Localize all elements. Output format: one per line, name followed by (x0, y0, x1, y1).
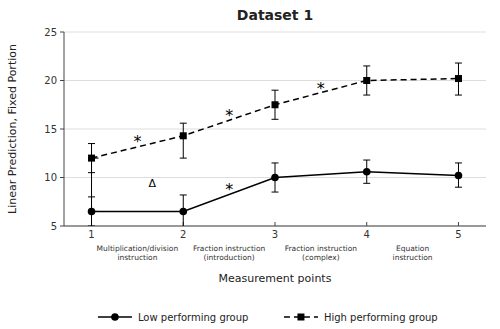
x-tick-label: 2 (180, 229, 186, 240)
error-bar-cap (272, 192, 279, 193)
series (88, 160, 463, 226)
error-bar (363, 160, 370, 183)
legend-label: Low performing group (138, 312, 248, 323)
error-bar-cap (363, 183, 370, 184)
x-tick-label: 4 (364, 229, 370, 240)
error-bar-cap (88, 143, 95, 144)
error-bar (455, 63, 462, 95)
series-line (92, 79, 459, 159)
error-bar (272, 90, 279, 119)
y-tick (60, 32, 64, 33)
y-tick-label: 15 (44, 124, 57, 135)
y-tick-label: 25 (44, 27, 57, 38)
legend: Low performing group High performing grou… (98, 312, 438, 323)
point (363, 168, 371, 176)
error-bar-cap (363, 160, 370, 161)
legend-marker (297, 314, 304, 321)
point (455, 172, 463, 180)
point (180, 132, 187, 139)
title: Dataset 1 (237, 7, 313, 23)
error-bar-cap (455, 162, 462, 163)
error-bar-cap (272, 90, 279, 91)
y-tick-label: 20 (44, 75, 57, 86)
error-bar (180, 123, 187, 158)
plot-data (88, 63, 463, 226)
error-bar-cap (180, 158, 187, 159)
error-bar-cap (455, 95, 462, 96)
secondary-x-label-line: Fraction instruction (285, 244, 358, 253)
point (88, 155, 95, 162)
annotation: * (133, 132, 141, 151)
error-bar (363, 66, 370, 95)
legend-label: High performing group (324, 312, 438, 323)
error-bar-stem (183, 123, 184, 158)
x-tick (366, 222, 367, 226)
x-tick-label: 3 (272, 229, 278, 240)
secondary-x-label: Equationinstruction (393, 244, 433, 262)
error-bar-cap (272, 119, 279, 120)
y-tick (60, 129, 64, 130)
y-tick-label: 10 (44, 172, 57, 183)
error-bar-cap (180, 194, 187, 195)
annotation: * (317, 79, 325, 98)
x-axis-label: Measurement points (219, 272, 332, 285)
grid-line (64, 80, 486, 81)
x-tick-label: 1 (88, 229, 94, 240)
legend-item: Low performing group (98, 312, 248, 323)
legend-marker (111, 313, 119, 321)
annotation: Δ (148, 177, 156, 190)
x-tick-label: 5 (455, 229, 461, 240)
y-axis-label: Linear Prediction, Fixed Portion (6, 44, 19, 214)
y-axis (64, 32, 65, 226)
point (271, 174, 279, 182)
background (0, 0, 500, 329)
secondary-x-label: Fraction instruction(introduction) (193, 244, 266, 262)
grid-line (64, 32, 486, 33)
chart: Dataset 1 5 10 15 20 25 1 2 3 4 5 Multiplication/di… (0, 0, 500, 329)
error-bar-cap (455, 187, 462, 188)
y-tick (60, 80, 64, 81)
annotation: * (225, 106, 233, 125)
series-line (92, 172, 459, 212)
error-bar (272, 163, 279, 192)
error-bar-cap (88, 172, 95, 173)
error-bar-cap (272, 162, 279, 163)
error-bar (88, 197, 95, 226)
secondary-x-label-line: Multiplication/division (97, 244, 179, 253)
series (88, 63, 462, 173)
error-bar (88, 144, 95, 173)
y-tick-label: 5 (51, 221, 57, 232)
secondary-x-label-line: (introduction) (204, 253, 255, 262)
secondary-x-label-line: instruction (117, 253, 157, 262)
error-bar-cap (88, 226, 95, 227)
x-tick (458, 222, 459, 226)
y-tick (60, 226, 64, 227)
secondary-x-label-line: Fraction instruction (193, 244, 266, 253)
secondary-x-label-line: (complex) (302, 253, 340, 262)
error-bar-cap (88, 196, 95, 197)
error-bar-cap (455, 63, 462, 64)
point (179, 208, 187, 216)
secondary-x-label-line: Equation (396, 244, 429, 253)
x-tick (275, 222, 276, 226)
point (88, 208, 96, 216)
error-bar (455, 163, 462, 187)
annotation: * (225, 180, 233, 199)
legend-item: High performing group (284, 312, 438, 323)
error-bar-cap (363, 65, 370, 66)
secondary-x-label: Fraction instruction(complex) (285, 244, 358, 262)
error-bar-cap (180, 123, 187, 124)
y-tick (60, 177, 64, 178)
secondary-x-label: Multiplication/divisioninstruction (97, 244, 179, 262)
error-bar-cap (363, 95, 370, 96)
point (272, 101, 279, 108)
grid-line (64, 129, 486, 130)
secondary-x-label-line: instruction (393, 253, 433, 262)
point (455, 75, 462, 82)
point (363, 77, 370, 84)
error-bar (180, 195, 187, 226)
